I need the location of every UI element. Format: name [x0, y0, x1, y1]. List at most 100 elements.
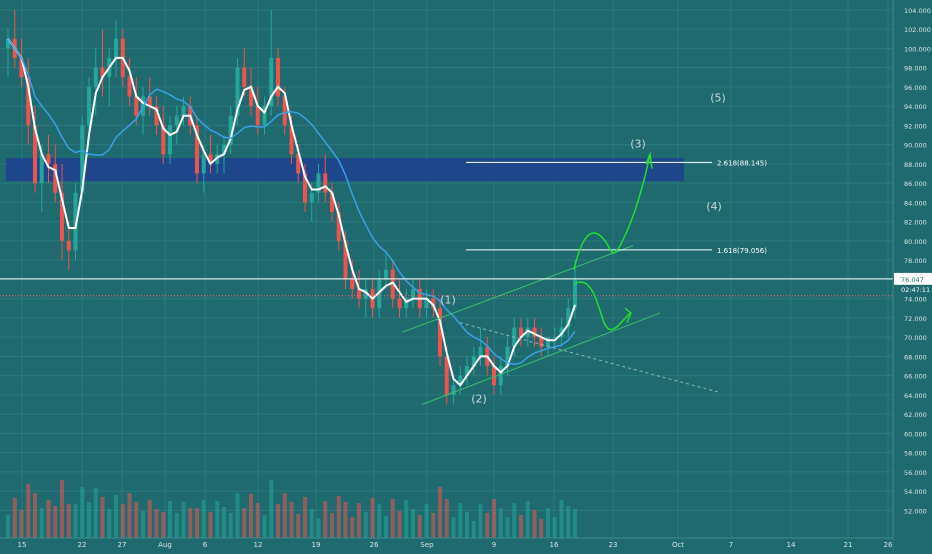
volume-bar: [559, 500, 564, 538]
volume-bar: [471, 521, 476, 538]
price-tick-label: 80.000: [904, 238, 927, 246]
volume-bar: [46, 500, 51, 538]
candle-body: [451, 385, 456, 395]
volume-bar: [127, 493, 132, 538]
time-tick-label: 12: [254, 541, 263, 549]
candle-body: [492, 365, 496, 386]
candle-body: [127, 77, 132, 97]
volume-bar: [512, 503, 517, 538]
candle-body: [33, 125, 37, 184]
volume-bar: [316, 518, 321, 538]
candle-body: [80, 125, 85, 193]
candles: [6, 9, 577, 405]
candle-body: [404, 298, 409, 309]
volume-bar: [519, 515, 523, 538]
volume-bar: [384, 516, 388, 538]
candle-body: [431, 298, 436, 309]
time-tick-label: 22: [78, 541, 87, 549]
price-tick-label: 58.000: [904, 450, 927, 458]
volume-bar: [552, 517, 557, 538]
price-tick-label: 86.000: [904, 180, 927, 188]
price-tick-label: 66.000: [904, 373, 927, 381]
volume-bar: [228, 513, 233, 538]
volume-bar: [566, 506, 571, 538]
time-tick-label: Aug: [158, 541, 172, 549]
volume-bar: [309, 509, 314, 538]
price-tick-label: 54.000: [904, 488, 927, 496]
candle-body: [296, 154, 301, 174]
candle-body: [458, 375, 463, 386]
arrow-head-up: [645, 151, 653, 169]
volume-bar: [195, 508, 199, 538]
time-axis[interactable]: 15 22 27 Aug 6 12 19 26 Sep 9 16 23 Oct 7 14 21 26: [0, 537, 893, 550]
candle-body: [100, 67, 105, 78]
volume-bar: [107, 509, 112, 538]
candle-body: [330, 192, 334, 212]
candle-body: [215, 154, 220, 164]
price-tick-label: 92.000: [904, 122, 927, 130]
wave-label: (4): [706, 200, 722, 213]
fib-level-label: 2.618(88.145): [717, 159, 767, 167]
price-tick-label: 96.000: [904, 84, 927, 92]
candle-body: [87, 86, 91, 126]
candle-body: [316, 173, 321, 193]
volume-bar: [249, 494, 253, 538]
candle-body: [303, 173, 307, 203]
volume-bar: [370, 498, 375, 538]
volume-bar: [404, 500, 409, 538]
candle-body: [573, 279, 577, 309]
time-tick-label: Oct: [672, 541, 684, 549]
candle-body: [532, 327, 537, 338]
countdown-label: 02:47:11: [901, 286, 930, 294]
candle-body: [566, 308, 571, 328]
volume-bar: [120, 504, 125, 538]
candle-body: [262, 106, 267, 126]
volume-bar: [424, 504, 429, 538]
candle-body: [161, 125, 166, 155]
price-tick-label: 62.000: [904, 411, 927, 419]
volume-bar: [492, 499, 496, 538]
time-tick-label: Sep: [420, 541, 434, 549]
volume-bars: [6, 480, 577, 538]
volume-bar: [161, 512, 166, 538]
volume-bar: [336, 496, 341, 538]
volume-bar: [53, 506, 58, 538]
alt-projection-arrow: [573, 281, 631, 331]
wave-label: (1): [440, 293, 456, 306]
candle-body: [519, 327, 523, 338]
volume-bar: [188, 508, 193, 538]
price-tick-label: 60.000: [904, 430, 927, 438]
time-tick-label: 15: [18, 541, 27, 549]
candle-body: [195, 125, 199, 174]
candle-body: [208, 154, 213, 164]
volume-bar: [215, 501, 220, 538]
candle-body: [350, 279, 355, 289]
volume-bar: [343, 502, 348, 538]
volume-bar: [478, 504, 483, 538]
bullish-projection-arrow: [573, 154, 651, 270]
volume-bar: [532, 510, 537, 538]
candle-body: [444, 356, 449, 395]
price-tick-label: 94.000: [904, 103, 927, 111]
price-axis[interactable]: 104.000 102.000 100.000 98.000 96.000 94.000 9…: [892, 0, 932, 550]
candle-body: [397, 298, 402, 309]
candle-body: [276, 57, 280, 97]
candle-body: [174, 115, 179, 126]
candle-body: [154, 106, 159, 126]
candle-body: [363, 288, 368, 299]
price-tick-label: 90.000: [904, 142, 927, 150]
wave-label: (5): [710, 91, 726, 104]
candle-body: [93, 67, 98, 87]
candle-body: [147, 96, 152, 107]
volume-bar: [208, 512, 213, 538]
time-tick-label: 23: [609, 541, 618, 549]
volume-bar: [181, 502, 186, 538]
candle-body: [539, 337, 544, 347]
volume-bar: [411, 509, 415, 538]
volume-bar: [444, 499, 449, 538]
time-tick-label: 27: [118, 541, 127, 549]
candle-body: [60, 192, 64, 241]
